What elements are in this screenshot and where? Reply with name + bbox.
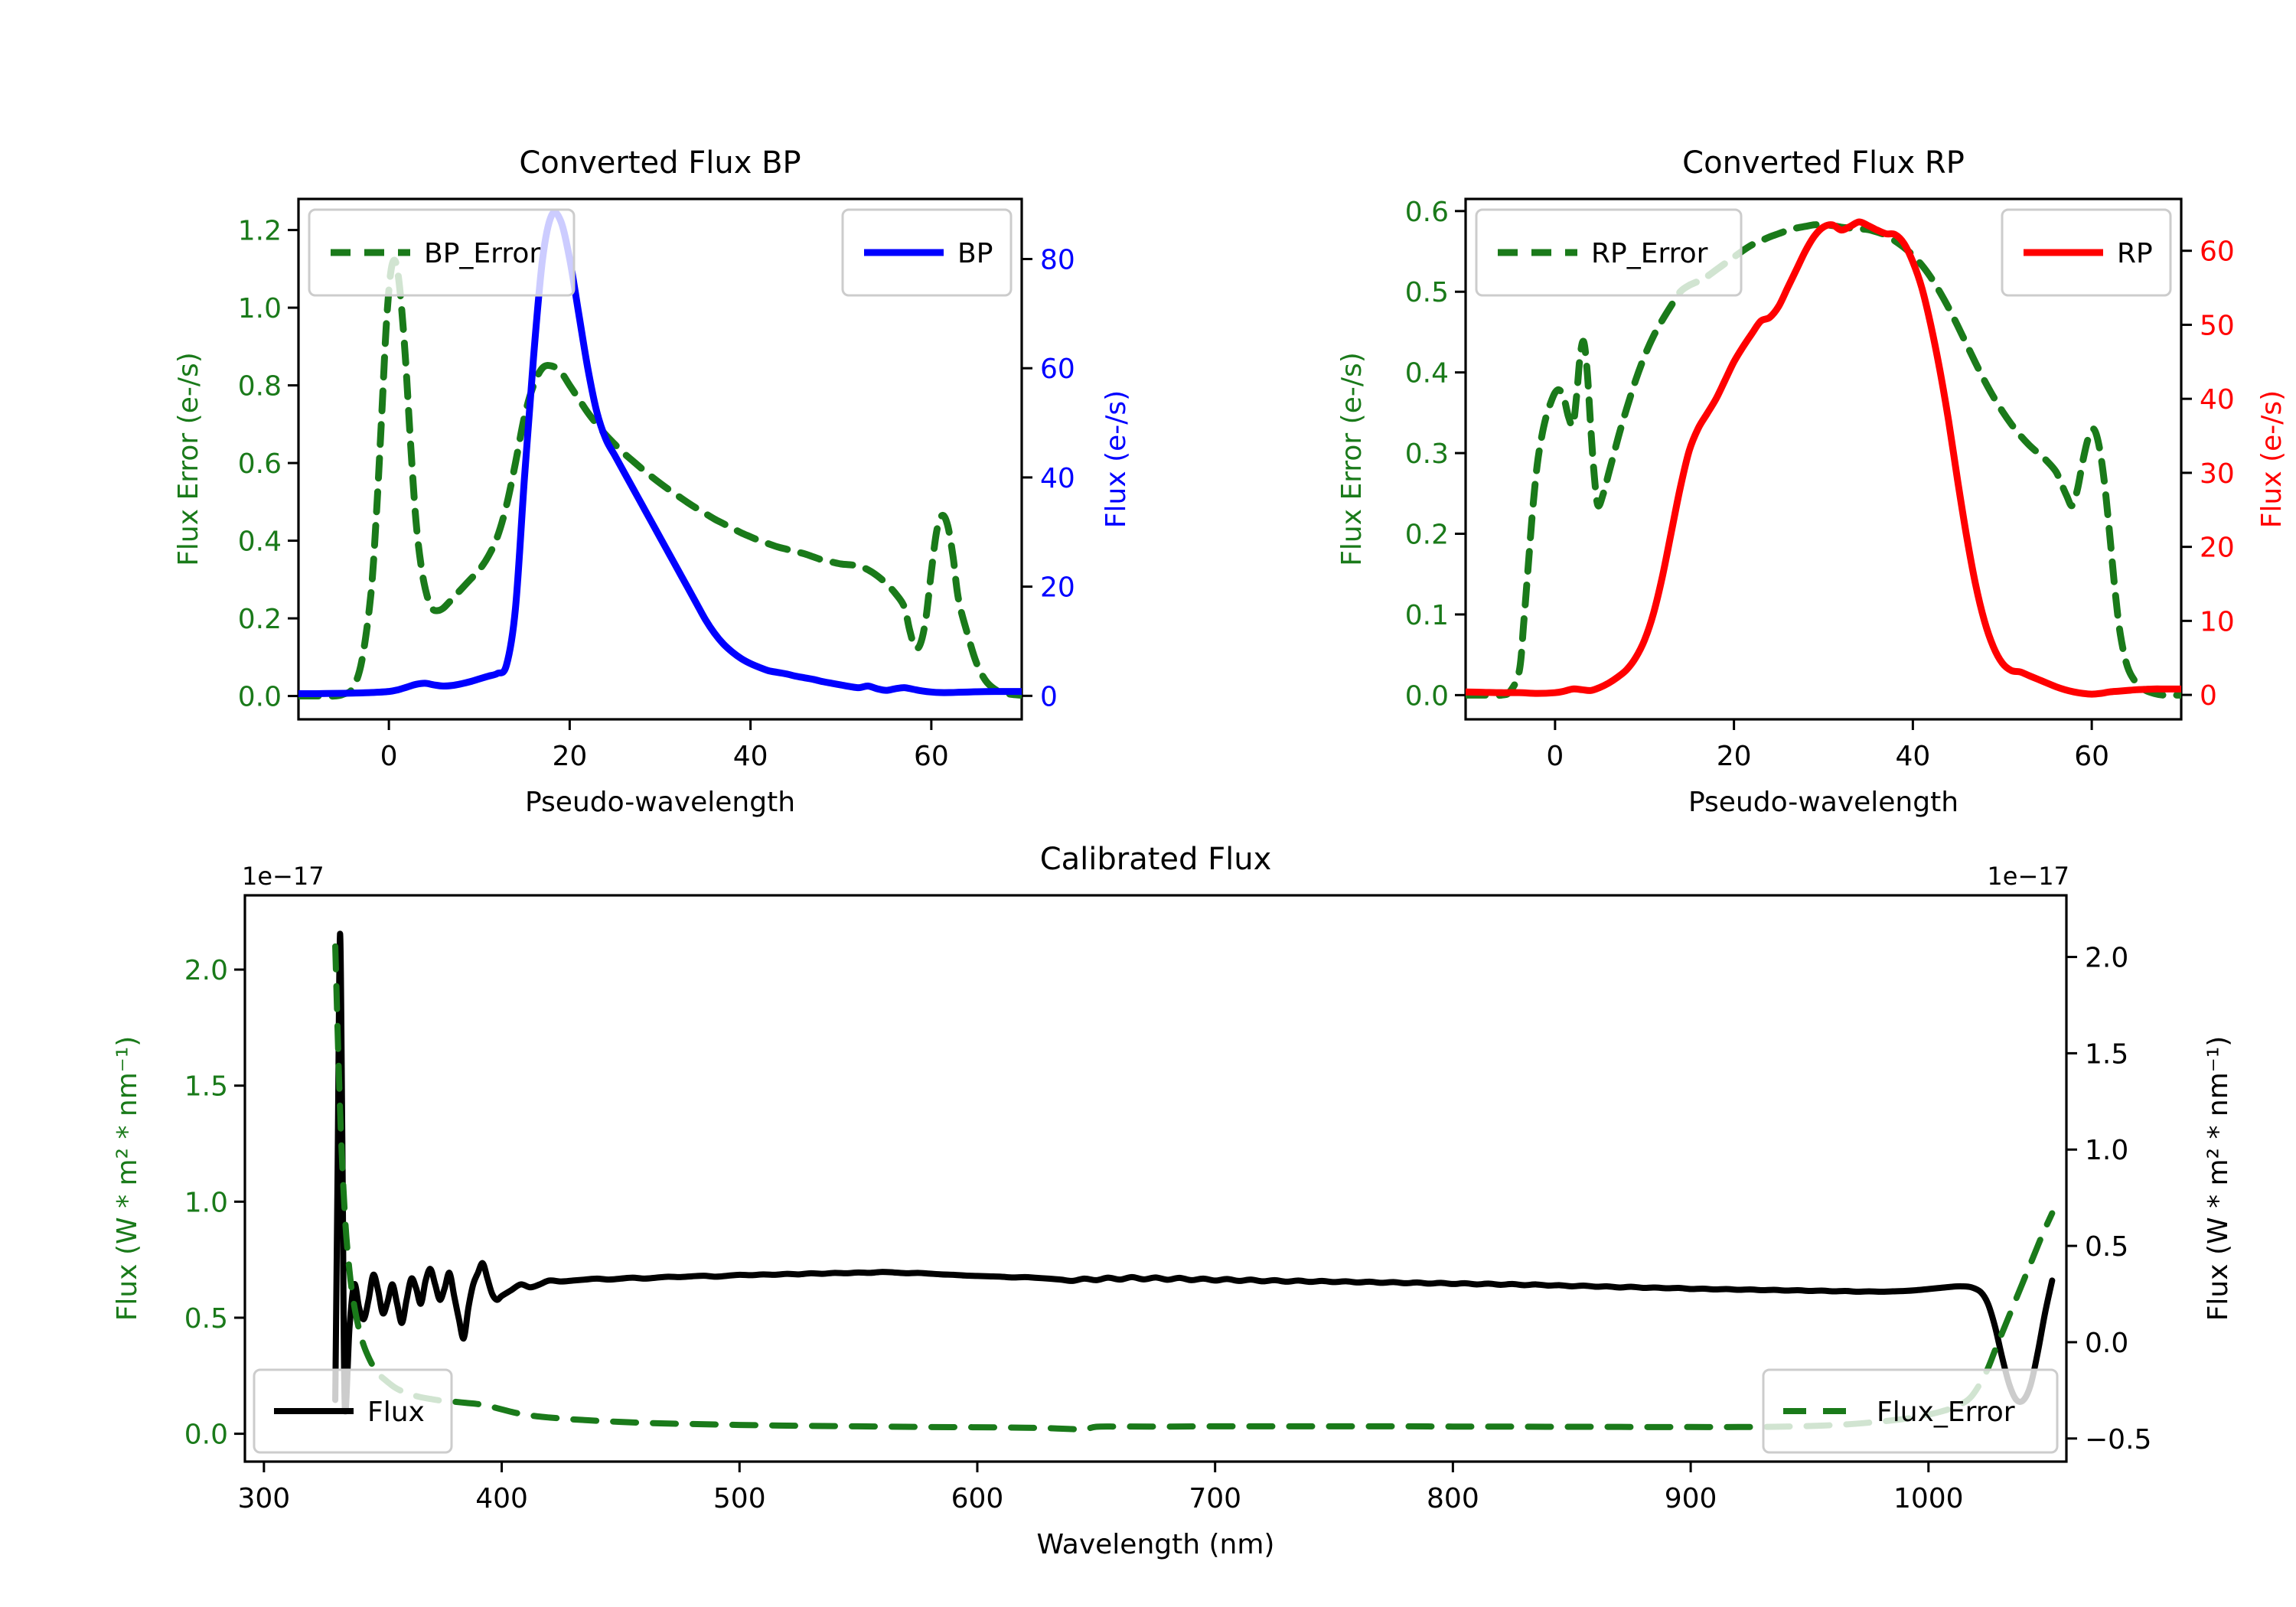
panel-title: Converted Flux BP (519, 145, 801, 181)
left-axis-offset-text: 1e−17 (242, 862, 325, 891)
right-y-tick-label: 0 (1040, 681, 1058, 712)
series-line-rp_error (1466, 221, 2181, 699)
right-y-axis-label: Flux (e-/s) (2256, 390, 2288, 528)
left-y-tick-label: 0.0 (238, 682, 282, 713)
right-y-tick-label: 30 (2200, 458, 2235, 490)
legend-flux_error[interactable]: Flux_Error (1762, 1368, 2059, 1454)
right-y-tick-label: 50 (2200, 310, 2235, 341)
left-y-tick-label: 0.8 (238, 371, 282, 403)
left-y-tick-label: 0.1 (1405, 600, 1449, 631)
x-axis-label: Pseudo-wavelength (525, 787, 795, 818)
right-y-tick-label: 0.0 (2085, 1328, 2128, 1359)
right-y-tick-label: 60 (2200, 236, 2235, 268)
right-axis-offset-text: 1e−17 (1987, 862, 2069, 891)
x-tick-label: 600 (951, 1483, 1004, 1514)
legend-bp[interactable]: BP (841, 208, 1013, 297)
right-y-tick-label: 40 (1040, 463, 1075, 494)
right-y-tick-label: 20 (2200, 533, 2235, 564)
x-axis-label: Pseudo-wavelength (1688, 787, 1958, 818)
series-line-bp (298, 209, 1022, 697)
left-y-axis-label: Flux (W * m² * nm⁻¹) (112, 1036, 143, 1322)
x-tick-label: 0 (380, 741, 398, 772)
panel-converted-flux-bp: Converted Flux BP 0 20 40 60 Pseudo-wavelengt… (0, 0, 1148, 818)
legend-label: BP (957, 238, 993, 269)
panel-calibrated-flux: Calibrated Flux 1e−17 1e−17 300 400 500 600 700… (0, 811, 2296, 1607)
left-y-axis-label: Flux Error (e-/s) (173, 352, 204, 566)
right-y-tick-label: 0 (2200, 680, 2217, 712)
x-tick-label: 40 (1895, 741, 1930, 772)
left-y-tick-label: 0.6 (238, 448, 282, 480)
left-y-tick-label: 1.0 (238, 293, 282, 324)
right-y-tick-label: −0.5 (2085, 1424, 2151, 1455)
left-y-tick-label: 0.3 (1405, 438, 1449, 470)
x-tick-label: 60 (2074, 741, 2109, 772)
left-y-tick-label: 0.2 (1405, 520, 1449, 551)
right-y-tick-label: 20 (1040, 572, 1075, 604)
x-tick-label: 20 (1717, 741, 1752, 772)
right-y-axis-label: Flux (e-/s) (1101, 390, 1132, 528)
legend-box (1762, 1368, 2059, 1454)
left-y-tick-label: 0.5 (184, 1303, 228, 1335)
legend-rp[interactable]: RP (2001, 208, 2172, 297)
legend-rp_error[interactable]: RP_Error (1475, 208, 1743, 297)
series-line-flux (332, 931, 2056, 1415)
legend-label: RP (2117, 238, 2153, 269)
right-y-tick-label: 60 (1040, 354, 1075, 385)
plot-frame (243, 894, 2068, 1463)
right-y-tick-label: 1.0 (2085, 1135, 2128, 1166)
x-tick-label: 20 (552, 741, 587, 772)
plot-frame (297, 197, 1023, 721)
left-y-tick-label: 0.0 (1405, 680, 1449, 712)
x-tick-label: 700 (1189, 1483, 1241, 1514)
left-y-tick-label: 0.0 (184, 1420, 228, 1451)
left-y-tick-label: 1.0 (184, 1187, 228, 1218)
panel-title: Calibrated Flux (1040, 842, 1272, 877)
x-tick-label: 60 (914, 741, 949, 772)
legend-label: Flux_Error (1877, 1397, 2015, 1428)
left-y-axis-label: Flux Error (e-/s) (1336, 352, 1368, 566)
x-tick-label: 800 (1427, 1483, 1479, 1514)
left-y-tick-label: 0.2 (238, 604, 282, 635)
x-tick-label: 900 (1665, 1483, 1717, 1514)
right-y-tick-label: 10 (2200, 606, 2235, 637)
left-y-tick-label: 1.2 (238, 216, 282, 247)
legend-label: RP_Error (1591, 238, 1708, 269)
left-y-tick-label: 1.5 (184, 1071, 228, 1103)
legend-bp_error[interactable]: BP_Error (308, 208, 576, 297)
right-y-tick-label: 0.5 (2085, 1231, 2128, 1263)
series-line-flux_error (332, 943, 2056, 1433)
x-tick-label: 1000 (1893, 1483, 1964, 1514)
legend-flux[interactable]: Flux (253, 1368, 453, 1454)
plot-frame (1464, 197, 2183, 721)
left-y-tick-label: 0.5 (1405, 277, 1449, 308)
legend-box (308, 208, 576, 297)
series-line-bp_error (298, 256, 1022, 700)
x-axis-label: Wavelength (nm) (1037, 1529, 1275, 1560)
panel-title: Converted Flux RP (1682, 145, 1965, 181)
x-tick-label: 400 (475, 1483, 528, 1514)
left-y-tick-label: 0.6 (1405, 197, 1449, 228)
right-y-tick-label: 40 (2200, 384, 2235, 416)
x-tick-label: 0 (1546, 741, 1564, 772)
legend-label: Flux (367, 1397, 425, 1428)
left-y-tick-label: 2.0 (184, 955, 228, 986)
x-tick-label: 300 (237, 1483, 290, 1514)
left-y-tick-label: 0.4 (238, 526, 282, 558)
legend-box (1475, 208, 1743, 297)
right-y-tick-label: 1.5 (2085, 1038, 2128, 1070)
left-y-tick-label: 0.4 (1405, 358, 1449, 390)
series-line-rp (1466, 218, 2181, 698)
x-tick-label: 500 (713, 1483, 766, 1514)
right-y-axis-label: Flux (W * m² * nm⁻¹) (2203, 1036, 2234, 1322)
panel-converted-flux-rp: Converted Flux RP 0 20 40 60 Pseudo-wavelengt… (1148, 0, 2296, 818)
right-y-tick-label: 2.0 (2085, 943, 2128, 974)
right-y-tick-label: 80 (1040, 244, 1075, 275)
legend-label: BP_Error (424, 238, 540, 269)
x-tick-label: 40 (733, 741, 768, 772)
